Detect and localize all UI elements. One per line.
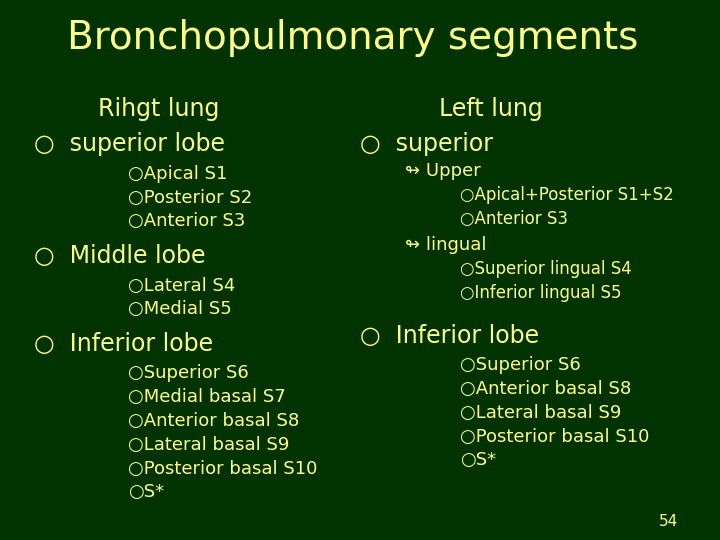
Text: ○Lateral S4: ○Lateral S4 bbox=[128, 276, 235, 294]
Text: ○Anterior S3: ○Anterior S3 bbox=[460, 210, 568, 227]
Text: ○Lateral basal S9: ○Lateral basal S9 bbox=[128, 436, 289, 454]
Text: ○  Inferior lobe: ○ Inferior lobe bbox=[35, 332, 214, 356]
Text: ○Superior S6: ○Superior S6 bbox=[128, 364, 248, 382]
Text: Rihgt lung: Rihgt lung bbox=[98, 97, 220, 121]
Text: ○Anterior basal S8: ○Anterior basal S8 bbox=[128, 412, 299, 430]
Text: ○Medial basal S7: ○Medial basal S7 bbox=[128, 388, 286, 406]
Text: ○  Middle lobe: ○ Middle lobe bbox=[35, 244, 206, 268]
Text: ○Anterior basal S8: ○Anterior basal S8 bbox=[460, 380, 631, 398]
Text: ○Inferior lingual S5: ○Inferior lingual S5 bbox=[460, 284, 621, 301]
Text: ○Posterior basal S10: ○Posterior basal S10 bbox=[128, 460, 318, 477]
Text: 54: 54 bbox=[659, 514, 678, 529]
Text: Bronchopulmonary segments: Bronchopulmonary segments bbox=[67, 19, 639, 57]
Text: ○S*: ○S* bbox=[460, 451, 496, 469]
Text: ○Apical+Posterior S1+S2: ○Apical+Posterior S1+S2 bbox=[460, 186, 674, 204]
Text: ○Anterior S3: ○Anterior S3 bbox=[128, 212, 246, 230]
Text: ○S*: ○S* bbox=[128, 483, 164, 501]
Text: ○Lateral basal S9: ○Lateral basal S9 bbox=[460, 404, 621, 422]
Text: ○Superior S6: ○Superior S6 bbox=[460, 356, 581, 374]
Text: ○Superior lingual S4: ○Superior lingual S4 bbox=[460, 260, 631, 278]
Text: ○Medial S5: ○Medial S5 bbox=[128, 300, 232, 318]
Text: ○  superior: ○ superior bbox=[360, 132, 492, 156]
Text: ○Posterior basal S10: ○Posterior basal S10 bbox=[460, 428, 649, 445]
Text: ↬ Upper: ↬ Upper bbox=[405, 162, 480, 180]
Text: ○Apical S1: ○Apical S1 bbox=[128, 165, 228, 183]
Text: Left lung: Left lung bbox=[439, 97, 543, 121]
Text: ○Posterior S2: ○Posterior S2 bbox=[128, 188, 252, 206]
Text: ○  Inferior lobe: ○ Inferior lobe bbox=[360, 324, 539, 348]
Text: ○  superior lobe: ○ superior lobe bbox=[35, 132, 225, 156]
Text: ↬ lingual: ↬ lingual bbox=[405, 236, 486, 254]
